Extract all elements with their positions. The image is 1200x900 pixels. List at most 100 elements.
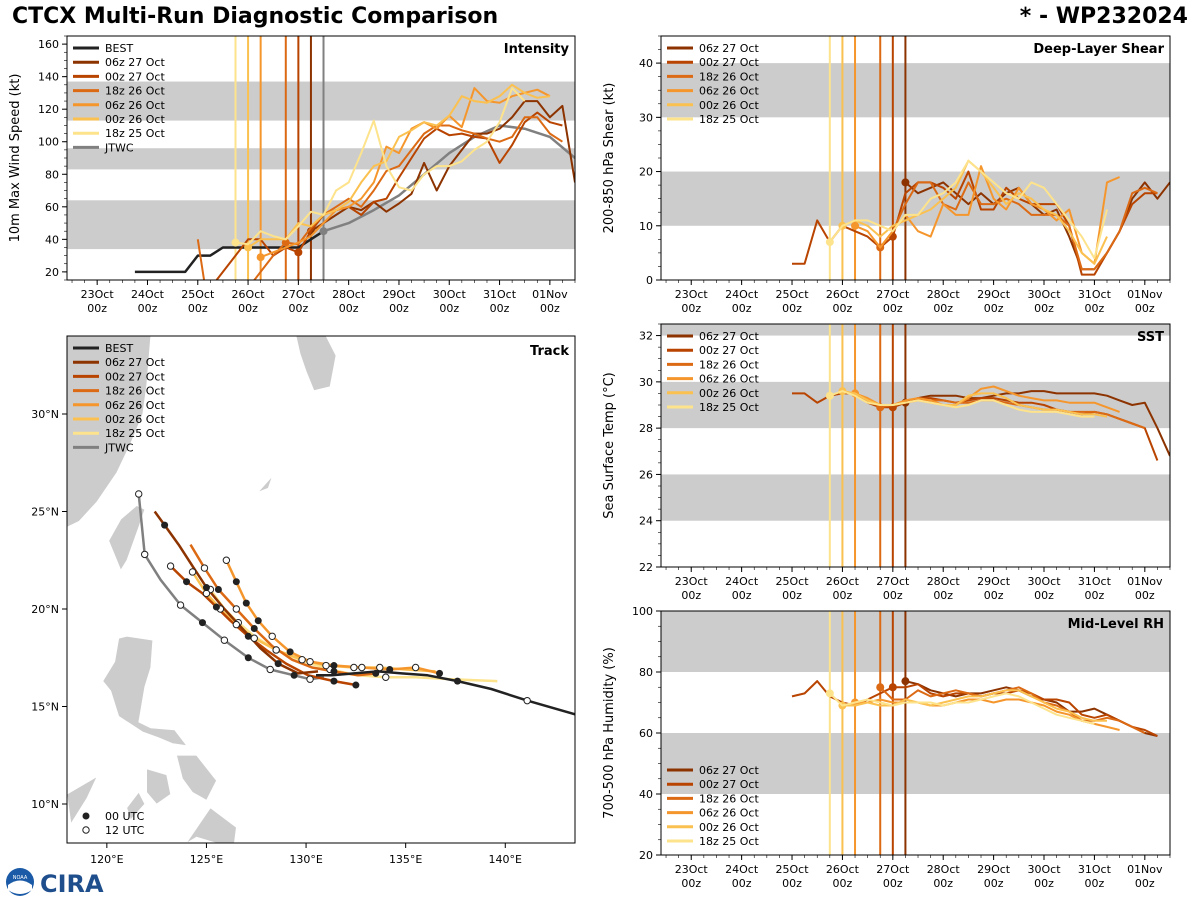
land-mass: [126, 791, 146, 821]
x-tick-label: 29Oct: [977, 575, 1011, 588]
y-tick-label: 160: [38, 38, 59, 51]
x-tick-label: 135°E: [389, 853, 422, 866]
legend-label: 06z 27 Oct: [105, 56, 165, 69]
x-tick-label-hour: 00z: [1034, 589, 1054, 602]
legend-label: 00z 27 Oct: [105, 70, 165, 83]
series-line-06z-27-oct: [310, 100, 575, 233]
y-tick-label: 100: [632, 605, 653, 618]
y-tick-label: 140: [38, 71, 59, 84]
threshold-band: [661, 611, 1170, 672]
track-marker-12utc: [166, 562, 175, 570]
track-marker-12utc: [411, 663, 420, 672]
x-tick-label: 25Oct: [776, 575, 810, 588]
legend-label: 00z 26 Oct: [105, 413, 165, 426]
y-tick-label: 40: [639, 57, 653, 70]
land-mass: [67, 775, 98, 825]
legend-label: 18z 26 Oct: [105, 385, 165, 398]
y-tick-label: 25°N: [31, 506, 59, 519]
legend-label: 18z 26 Oct: [699, 358, 759, 371]
noaa-text: NOAA: [13, 875, 28, 881]
y-tick-label: 30°N: [31, 408, 59, 421]
x-tick-label: 23Oct: [675, 288, 709, 301]
threshold-band: [661, 324, 1170, 336]
track-marker-12utc: [176, 601, 185, 609]
threshold-band: [661, 381, 1170, 429]
track-marker-12utc: [232, 620, 241, 629]
cira-wordmark: CIRA: [40, 870, 104, 898]
y-tick-label: 30: [639, 376, 653, 389]
panel-title: Mid-Level RH: [1068, 617, 1164, 632]
legend-label: 00z 27 Oct: [699, 56, 759, 69]
x-tick-label-hour: 00z: [782, 302, 802, 315]
track-marker-12utc: [376, 663, 384, 672]
x-tick-label-hour: 00z: [883, 877, 903, 890]
page-title: CTCX Multi-Run Diagnostic Comparison: [12, 4, 499, 29]
x-tick-label-hour: 00z: [1135, 877, 1155, 890]
panel-title: Deep-Layer Shear: [1033, 42, 1164, 57]
track-marker-12utc: [268, 632, 276, 640]
plot-frame: [660, 323, 1171, 568]
y-tick-label: 120: [38, 103, 59, 116]
track-line-best: [316, 670, 575, 716]
x-tick-label-hour: 00z: [933, 589, 953, 602]
x-tick-label: 30Oct: [1027, 288, 1061, 301]
x-tick-label: 28Oct: [927, 863, 961, 876]
legend-label: 12 UTC: [105, 824, 145, 837]
init-marker-06z-27-oct: [901, 677, 910, 686]
track-marker-12utc: [200, 564, 209, 572]
x-tick-label: 26Oct: [232, 288, 266, 301]
track-marker-00utc: [286, 648, 294, 656]
threshold-band: [67, 148, 575, 170]
legend-label: JTWC: [104, 141, 134, 154]
track-marker-12utc: [135, 490, 143, 498]
legend-label: 00z 27 Oct: [699, 344, 759, 357]
x-tick-label: 29Oct: [977, 288, 1011, 301]
panel-title: Track: [530, 344, 569, 359]
threshold-band: [661, 733, 1170, 794]
panel-title: SST: [1137, 330, 1164, 345]
x-tick-label: 24Oct: [725, 863, 759, 876]
x-tick-label-hour: 00z: [732, 302, 752, 315]
track-line-jtwc: [137, 493, 325, 681]
init-marker-00z-26-oct: [244, 243, 253, 252]
y-axis-label: 700-500 hPa Humidity (%): [602, 647, 617, 819]
track-marker-12utc: [250, 634, 258, 642]
x-tick-label: 27Oct: [282, 288, 316, 301]
x-tick-label: 27Oct: [876, 288, 910, 301]
track-marker-12utc: [306, 675, 314, 683]
y-tick-label: 26: [639, 468, 653, 481]
land-mass: [67, 336, 152, 528]
cira-logo: NOAA CIRA: [6, 868, 104, 898]
x-tick-label-hour: 00z: [540, 302, 560, 315]
x-tick-label: 125°E: [190, 853, 223, 866]
y-tick-label: 30: [639, 111, 653, 124]
legend-label: 18z 25 Oct: [699, 835, 759, 848]
track-marker-00utc: [202, 584, 210, 592]
track-marker-00utc: [232, 578, 240, 586]
x-tick-label: 24Oct: [725, 288, 759, 301]
init-marker-00z-27-oct: [294, 248, 303, 257]
y-tick-label: 10°N: [31, 798, 59, 811]
y-tick-label: 15°N: [31, 701, 59, 714]
x-tick-label-hour: 00z: [732, 589, 752, 602]
panel-title: Intensity: [504, 42, 570, 57]
x-tick-label-hour: 00z: [87, 302, 107, 315]
track-marker-12utc: [322, 661, 330, 670]
series-line-06z-27-oct: [905, 680, 1158, 737]
x-tick-label-hour: 00z: [833, 877, 853, 890]
x-tick-label-hour: 00z: [681, 302, 701, 315]
y-tick-label: 60: [639, 727, 653, 740]
legend-label: 00z 27 Oct: [699, 778, 759, 791]
legend-label: 00z 26 Oct: [105, 113, 165, 126]
x-tick-label: 30Oct: [1027, 863, 1061, 876]
legend-marker-12utc: [82, 826, 90, 834]
track-marker-00utc: [161, 521, 169, 529]
legend-label: 00z 26 Oct: [699, 387, 759, 400]
init-marker-00z-27-oct: [888, 683, 897, 692]
track-marker-00utc: [386, 665, 394, 673]
legend-label: 00z 27 Oct: [105, 370, 165, 383]
legend-label: BEST: [105, 342, 133, 355]
x-tick-label: 26Oct: [826, 863, 860, 876]
x-tick-label: 27Oct: [876, 575, 910, 588]
y-tick-label: 22: [639, 561, 653, 574]
